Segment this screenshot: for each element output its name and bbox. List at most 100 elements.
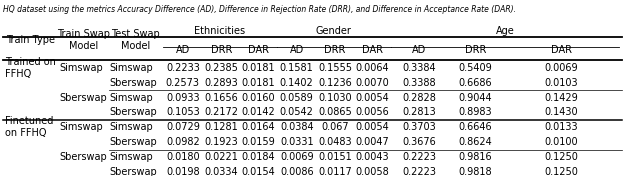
Text: 0.6686: 0.6686 <box>459 78 492 88</box>
Text: 0.0164: 0.0164 <box>241 122 275 132</box>
Text: Simswap: Simswap <box>110 152 154 162</box>
Text: 0.1030: 0.1030 <box>318 93 352 102</box>
Text: 0.0054: 0.0054 <box>355 93 389 102</box>
Text: 0.3676: 0.3676 <box>403 137 436 147</box>
Text: 0.2172: 0.2172 <box>204 107 238 117</box>
Text: 0.0151: 0.0151 <box>318 152 352 162</box>
Text: 0.0069: 0.0069 <box>280 152 314 162</box>
Text: 0.0181: 0.0181 <box>241 78 275 88</box>
Text: Gender: Gender <box>316 26 352 36</box>
Text: 0.1250: 0.1250 <box>545 152 579 162</box>
Text: 0.0069: 0.0069 <box>545 63 578 73</box>
Text: 0.0729: 0.0729 <box>166 122 200 132</box>
Text: DAR: DAR <box>551 45 572 55</box>
Text: 0.0056: 0.0056 <box>355 107 389 117</box>
Text: Test Swap
Model: Test Swap Model <box>111 30 160 51</box>
Text: 0.0589: 0.0589 <box>280 93 314 102</box>
Text: 0.0154: 0.0154 <box>241 167 275 176</box>
Text: Sberswap: Sberswap <box>59 93 107 102</box>
Text: 0.0133: 0.0133 <box>545 122 578 132</box>
Text: Sberswap: Sberswap <box>59 152 107 162</box>
Text: 0.0160: 0.0160 <box>241 93 275 102</box>
Text: 0.0331: 0.0331 <box>280 137 314 147</box>
Text: 0.1656: 0.1656 <box>204 93 238 102</box>
Text: 0.2893: 0.2893 <box>204 78 238 88</box>
Text: 0.5409: 0.5409 <box>459 63 493 73</box>
Text: 0.3703: 0.3703 <box>403 122 436 132</box>
Text: 0.2385: 0.2385 <box>204 63 238 73</box>
Text: Simswap: Simswap <box>59 122 103 132</box>
Text: 0.2233: 0.2233 <box>166 63 200 73</box>
Text: Sberswap: Sberswap <box>110 78 157 88</box>
Text: Sberswap: Sberswap <box>110 137 157 147</box>
Text: Ethnicities: Ethnicities <box>195 26 246 36</box>
Text: 0.0982: 0.0982 <box>166 137 200 147</box>
Text: Simswap: Simswap <box>110 122 154 132</box>
Text: 0.0181: 0.0181 <box>241 63 275 73</box>
Text: 0.0865: 0.0865 <box>318 107 352 117</box>
Text: 0.8624: 0.8624 <box>459 137 493 147</box>
Text: 0.0103: 0.0103 <box>545 78 578 88</box>
Text: 0.0184: 0.0184 <box>241 152 275 162</box>
Text: 0.1250: 0.1250 <box>545 167 579 176</box>
Text: 0.1581: 0.1581 <box>280 63 314 73</box>
Text: HQ dataset using the metrics Accuracy Difference (AD), Difference in Rejection R: HQ dataset using the metrics Accuracy Di… <box>3 5 516 14</box>
Text: 0.0180: 0.0180 <box>166 152 200 162</box>
Text: Train Type: Train Type <box>6 35 55 45</box>
Text: DAR: DAR <box>362 45 383 55</box>
Text: 0.2573: 0.2573 <box>166 78 200 88</box>
Text: 0.0064: 0.0064 <box>355 63 389 73</box>
Text: DAR: DAR <box>248 45 269 55</box>
Text: 0.0933: 0.0933 <box>166 93 200 102</box>
Text: 0.0100: 0.0100 <box>545 137 578 147</box>
Text: 0.0043: 0.0043 <box>355 152 389 162</box>
Text: DRR: DRR <box>211 45 232 55</box>
Text: 0.0384: 0.0384 <box>280 122 314 132</box>
Text: Sberswap: Sberswap <box>110 167 157 176</box>
Text: 0.1236: 0.1236 <box>318 78 352 88</box>
Text: AD: AD <box>290 45 304 55</box>
Text: 0.3388: 0.3388 <box>403 78 436 88</box>
Text: 0.9044: 0.9044 <box>459 93 492 102</box>
Text: 0.0221: 0.0221 <box>204 152 238 162</box>
Text: Simswap: Simswap <box>59 63 103 73</box>
Text: 0.2223: 0.2223 <box>403 152 436 162</box>
Text: 0.0086: 0.0086 <box>280 167 314 176</box>
Text: 0.9818: 0.9818 <box>459 167 492 176</box>
Text: 0.0047: 0.0047 <box>355 137 389 147</box>
Text: 0.1555: 0.1555 <box>318 63 352 73</box>
Text: 0.0054: 0.0054 <box>355 122 389 132</box>
Text: AD: AD <box>176 45 190 55</box>
Text: 0.8983: 0.8983 <box>459 107 492 117</box>
Text: Simswap: Simswap <box>110 93 154 102</box>
Text: Train Swap
Model: Train Swap Model <box>57 30 109 51</box>
Text: Finetuned
on FFHQ: Finetuned on FFHQ <box>4 117 53 138</box>
Text: 0.2223: 0.2223 <box>403 167 436 176</box>
Text: 0.0542: 0.0542 <box>280 107 314 117</box>
Text: 0.9816: 0.9816 <box>459 152 492 162</box>
Text: Age: Age <box>495 26 515 36</box>
Text: DRR: DRR <box>465 45 486 55</box>
Text: 0.0198: 0.0198 <box>166 167 200 176</box>
Text: Sberswap: Sberswap <box>110 107 157 117</box>
Text: 0.2813: 0.2813 <box>403 107 436 117</box>
Text: 0.3384: 0.3384 <box>403 63 436 73</box>
Text: 0.1402: 0.1402 <box>280 78 314 88</box>
Text: 0.0117: 0.0117 <box>318 167 352 176</box>
Text: AD: AD <box>412 45 426 55</box>
Text: 0.0159: 0.0159 <box>241 137 275 147</box>
Text: 0.0483: 0.0483 <box>318 137 352 147</box>
Text: 0.1429: 0.1429 <box>545 93 578 102</box>
Text: 0.1053: 0.1053 <box>166 107 200 117</box>
Text: 0.0142: 0.0142 <box>241 107 275 117</box>
Text: 0.1281: 0.1281 <box>204 122 238 132</box>
Text: 0.1923: 0.1923 <box>204 137 238 147</box>
Text: 0.2828: 0.2828 <box>403 93 436 102</box>
Text: 0.0334: 0.0334 <box>204 167 238 176</box>
Text: Trained on
FFHQ: Trained on FFHQ <box>4 57 56 78</box>
Text: 0.0058: 0.0058 <box>355 167 389 176</box>
Text: 0.6646: 0.6646 <box>459 122 492 132</box>
Text: DRR: DRR <box>324 45 346 55</box>
Text: 0.0070: 0.0070 <box>355 78 389 88</box>
Text: 0.1430: 0.1430 <box>545 107 578 117</box>
